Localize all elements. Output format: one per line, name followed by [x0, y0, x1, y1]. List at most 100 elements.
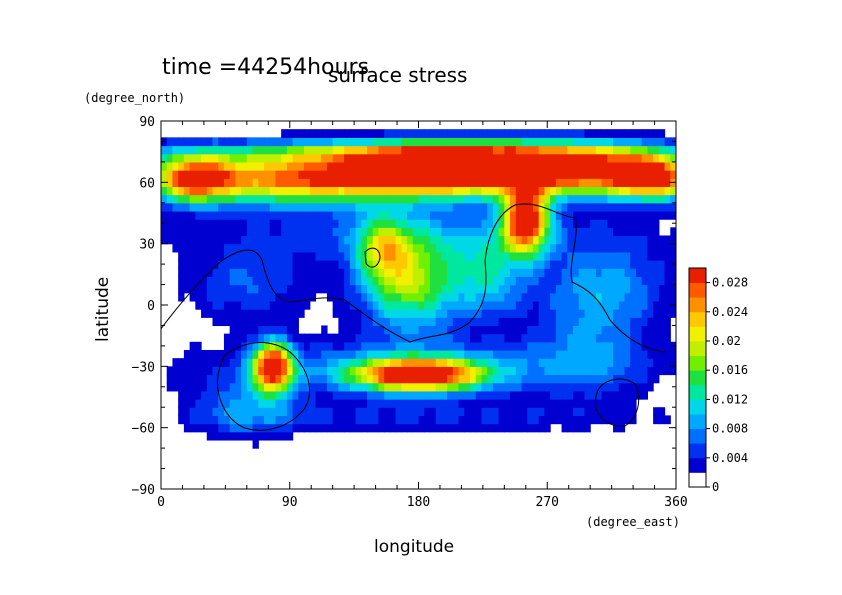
field-cell — [458, 415, 465, 425]
field-cell — [389, 309, 397, 318]
field-cell — [550, 341, 557, 351]
field-cell — [647, 366, 654, 376]
field-cell — [275, 407, 282, 416]
field-cell — [304, 202, 311, 212]
field-cell — [532, 309, 540, 318]
field-cell — [435, 374, 442, 384]
field-cell — [561, 202, 568, 212]
field-cell — [595, 227, 603, 237]
field-cell — [567, 317, 574, 327]
field-cell — [218, 382, 225, 392]
field-cell — [452, 292, 460, 302]
field-cell — [452, 153, 460, 163]
field-cell — [561, 227, 568, 237]
field-cell — [487, 317, 494, 327]
field-cell — [555, 178, 563, 188]
field-cell — [326, 260, 334, 269]
field-cell — [573, 382, 580, 392]
field-cell — [229, 268, 236, 277]
field-cell — [567, 300, 574, 310]
field-cell — [201, 407, 208, 416]
field-cell — [206, 292, 214, 302]
field-cell — [412, 251, 420, 261]
field-cell — [664, 251, 671, 261]
field-cell — [515, 170, 523, 179]
field-cell — [567, 349, 574, 359]
field-cell — [384, 341, 391, 351]
field-cell — [401, 341, 408, 351]
field-cell — [212, 202, 219, 212]
field-cell — [441, 170, 448, 179]
field-cell — [601, 161, 608, 171]
field-cell — [498, 415, 505, 425]
field-cell — [595, 374, 603, 384]
field-cell — [630, 161, 637, 171]
field-cell — [487, 349, 494, 359]
field-cell — [447, 243, 454, 253]
field-cell — [258, 202, 265, 212]
field-cell — [412, 341, 420, 351]
field-cell — [481, 219, 488, 228]
field-cell — [218, 243, 225, 253]
field-cell — [498, 349, 505, 359]
field-cell — [418, 227, 425, 237]
field-cell — [481, 300, 488, 310]
field-cell — [412, 178, 420, 188]
field-cell — [630, 178, 637, 188]
field-cell — [378, 309, 385, 318]
field-cell — [492, 358, 500, 367]
field-cell — [435, 317, 442, 327]
time-label: time =44254hours — [162, 55, 369, 80]
field-cell — [481, 178, 488, 188]
field-cell — [315, 137, 322, 147]
field-cell — [504, 194, 511, 204]
field-cell — [407, 423, 414, 433]
field-cell — [458, 317, 465, 327]
field-cell — [435, 382, 442, 392]
field-cell — [332, 309, 339, 318]
field-cell — [195, 292, 202, 302]
field-cell — [389, 210, 397, 220]
continent-outlines — [161, 203, 666, 431]
field-cell — [304, 186, 311, 196]
field-cell — [246, 251, 254, 261]
field-cell — [470, 276, 477, 286]
field-cell — [653, 170, 660, 179]
field-cell — [544, 300, 551, 310]
field-cell — [281, 251, 288, 261]
field-cell — [435, 186, 442, 196]
field-cell — [304, 153, 311, 163]
field-cell — [515, 390, 523, 400]
field-cell — [241, 170, 248, 179]
field-cell — [418, 292, 425, 302]
field-cell — [223, 423, 231, 433]
field-cell — [481, 186, 488, 196]
field-cell — [624, 202, 631, 212]
field-cell — [338, 161, 345, 171]
field-cell — [412, 243, 420, 253]
field-cell — [538, 341, 545, 351]
field-cell — [384, 366, 391, 376]
field-cell — [452, 137, 460, 147]
field-cell — [223, 292, 231, 302]
field-cell — [630, 210, 637, 220]
field-cell — [275, 219, 282, 228]
field-cell — [378, 300, 385, 310]
field-cell — [647, 325, 654, 335]
field-cell — [332, 243, 339, 253]
field-cell — [664, 309, 671, 318]
field-cell — [229, 366, 236, 376]
field-cell — [504, 202, 511, 212]
field-cell — [264, 358, 271, 367]
field-cell — [384, 309, 391, 318]
field-cell — [515, 137, 523, 147]
field-cell — [344, 137, 351, 147]
field-cell — [315, 284, 322, 294]
field-cell — [195, 145, 202, 155]
field-cell — [424, 129, 431, 138]
field-cell — [269, 186, 277, 196]
field-cell — [212, 137, 219, 147]
field-cell — [349, 276, 357, 286]
field-cell — [241, 374, 248, 384]
field-cell — [206, 284, 214, 294]
